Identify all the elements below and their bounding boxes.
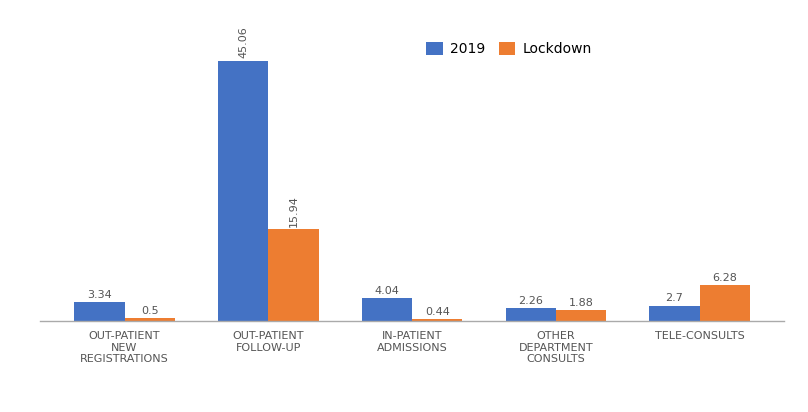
Text: 6.28: 6.28 <box>713 273 737 283</box>
Legend: 2019, Lockdown: 2019, Lockdown <box>420 37 597 62</box>
Bar <box>412 319 462 321</box>
Bar <box>362 298 412 321</box>
Bar <box>650 306 700 321</box>
Bar <box>74 302 124 321</box>
Text: 15.94: 15.94 <box>288 195 298 227</box>
Text: 4.04: 4.04 <box>374 286 399 296</box>
Bar <box>556 311 606 321</box>
Text: 0.5: 0.5 <box>141 306 158 316</box>
Bar <box>124 318 175 321</box>
Text: 3.34: 3.34 <box>87 290 112 300</box>
Bar <box>700 285 750 321</box>
Bar <box>506 308 556 321</box>
Text: 2.26: 2.26 <box>518 296 543 306</box>
Text: 45.06: 45.06 <box>238 27 248 59</box>
Text: 2.7: 2.7 <box>666 293 684 303</box>
Text: 0.44: 0.44 <box>425 307 450 316</box>
Text: 1.88: 1.88 <box>569 298 593 308</box>
Bar <box>268 229 318 321</box>
Bar <box>218 61 268 321</box>
